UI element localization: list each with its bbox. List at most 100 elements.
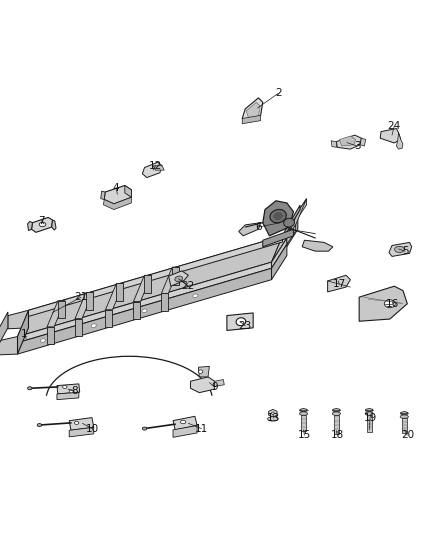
Polygon shape — [336, 135, 361, 149]
Text: 21: 21 — [74, 292, 88, 302]
Text: 22: 22 — [182, 281, 195, 291]
Polygon shape — [101, 191, 105, 199]
Polygon shape — [331, 141, 336, 147]
Polygon shape — [301, 415, 306, 431]
Polygon shape — [380, 128, 401, 143]
Polygon shape — [69, 427, 94, 437]
Ellipse shape — [63, 385, 67, 389]
Ellipse shape — [300, 412, 307, 415]
Polygon shape — [268, 409, 277, 417]
Polygon shape — [360, 138, 366, 146]
Text: 20: 20 — [401, 430, 414, 440]
Text: 1: 1 — [21, 329, 28, 340]
Polygon shape — [103, 197, 131, 209]
Text: 16: 16 — [385, 298, 399, 309]
Polygon shape — [339, 136, 356, 146]
Text: 6: 6 — [255, 222, 262, 232]
Polygon shape — [134, 276, 152, 302]
Polygon shape — [18, 236, 283, 336]
Polygon shape — [28, 221, 32, 231]
Polygon shape — [227, 313, 253, 330]
Ellipse shape — [91, 324, 96, 327]
Ellipse shape — [40, 339, 46, 342]
Polygon shape — [263, 229, 293, 247]
Polygon shape — [215, 379, 224, 386]
Text: 24: 24 — [388, 122, 401, 131]
Polygon shape — [272, 212, 298, 262]
Polygon shape — [18, 262, 272, 343]
Polygon shape — [106, 310, 113, 327]
Polygon shape — [172, 267, 179, 285]
Ellipse shape — [284, 219, 294, 227]
Text: 10: 10 — [85, 424, 99, 433]
Polygon shape — [75, 293, 93, 319]
Polygon shape — [300, 408, 307, 412]
Text: 18: 18 — [331, 430, 344, 440]
Polygon shape — [58, 301, 65, 318]
Ellipse shape — [37, 424, 42, 426]
Polygon shape — [173, 425, 197, 437]
Polygon shape — [283, 212, 298, 242]
Ellipse shape — [384, 300, 395, 308]
Polygon shape — [47, 301, 65, 327]
Polygon shape — [28, 242, 283, 328]
Text: 15: 15 — [298, 430, 311, 440]
Polygon shape — [28, 236, 283, 317]
Polygon shape — [117, 284, 124, 301]
Polygon shape — [75, 319, 82, 336]
Polygon shape — [298, 199, 307, 218]
Polygon shape — [161, 267, 179, 293]
Polygon shape — [145, 276, 152, 293]
Ellipse shape — [69, 390, 74, 393]
Ellipse shape — [39, 222, 46, 227]
Text: 11: 11 — [195, 424, 208, 433]
Polygon shape — [263, 201, 293, 236]
Ellipse shape — [332, 412, 340, 415]
Text: 23: 23 — [239, 321, 252, 330]
Text: 12: 12 — [149, 161, 162, 171]
Polygon shape — [69, 418, 94, 430]
Text: 9: 9 — [211, 382, 218, 392]
Ellipse shape — [180, 420, 186, 424]
Polygon shape — [287, 225, 296, 244]
Polygon shape — [239, 223, 261, 236]
Ellipse shape — [270, 209, 286, 223]
Text: 5: 5 — [402, 246, 409, 256]
Polygon shape — [47, 327, 54, 344]
Polygon shape — [0, 336, 18, 355]
Ellipse shape — [274, 213, 283, 220]
Polygon shape — [359, 286, 407, 321]
Polygon shape — [302, 240, 333, 251]
Polygon shape — [272, 238, 287, 268]
Polygon shape — [86, 293, 93, 310]
Text: 13: 13 — [267, 413, 280, 423]
Text: 2: 2 — [275, 88, 282, 99]
Ellipse shape — [198, 370, 203, 374]
Polygon shape — [18, 310, 28, 354]
Polygon shape — [153, 166, 164, 170]
Polygon shape — [246, 102, 260, 120]
Polygon shape — [396, 133, 403, 149]
Text: 8: 8 — [71, 386, 78, 397]
Ellipse shape — [175, 276, 183, 281]
Text: 3: 3 — [353, 141, 360, 151]
Ellipse shape — [268, 417, 278, 421]
Polygon shape — [104, 185, 131, 204]
Polygon shape — [142, 162, 162, 177]
Polygon shape — [242, 98, 263, 122]
Text: 17: 17 — [333, 279, 346, 289]
Text: 7: 7 — [38, 215, 45, 225]
Polygon shape — [191, 377, 215, 393]
Polygon shape — [401, 411, 408, 415]
Polygon shape — [173, 416, 197, 430]
Polygon shape — [57, 384, 80, 394]
Ellipse shape — [142, 309, 147, 312]
Ellipse shape — [272, 412, 274, 414]
Polygon shape — [285, 205, 300, 236]
Polygon shape — [18, 268, 272, 354]
Polygon shape — [198, 366, 209, 377]
Polygon shape — [134, 302, 141, 319]
Ellipse shape — [193, 294, 198, 297]
Polygon shape — [283, 218, 298, 253]
Polygon shape — [334, 415, 339, 434]
